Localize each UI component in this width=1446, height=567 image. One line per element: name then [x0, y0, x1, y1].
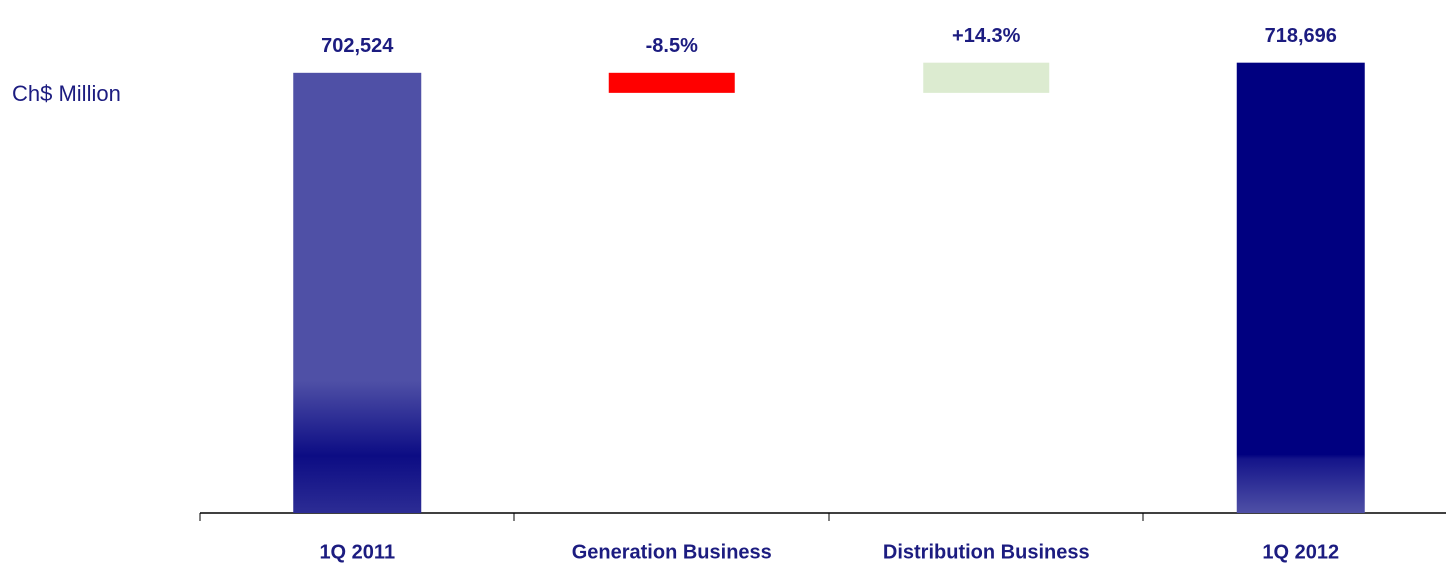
bar: [608, 72, 735, 93]
x-tick-label: 1Q 2011: [319, 541, 395, 563]
bar: [923, 62, 1050, 93]
bar: [293, 72, 422, 513]
y-axis-label: Ch$ Million: [12, 81, 121, 106]
data-label: 702,524: [321, 35, 394, 57]
data-label: +14.3%: [952, 25, 1021, 47]
x-tick-label: Generation Business: [572, 541, 772, 563]
data-label: -8.5%: [646, 35, 698, 57]
x-tick-label: 1Q 2012: [1262, 541, 1339, 563]
bar: [1236, 62, 1365, 513]
x-tick-label: Distribution Business: [883, 541, 1090, 563]
data-label: 718,696: [1265, 25, 1337, 47]
